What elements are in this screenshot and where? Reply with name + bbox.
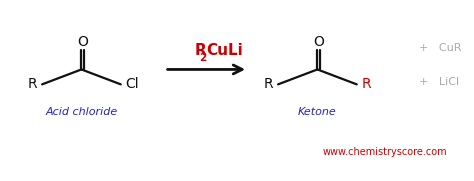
Text: Ketone: Ketone bbox=[298, 107, 337, 117]
Text: R: R bbox=[195, 43, 206, 58]
Text: +   CuR: + CuR bbox=[419, 43, 462, 53]
Text: O: O bbox=[77, 35, 88, 49]
Text: R: R bbox=[28, 77, 37, 91]
Text: www.chemistryscore.com: www.chemistryscore.com bbox=[322, 147, 447, 157]
Text: Acid chloride: Acid chloride bbox=[46, 107, 118, 117]
Text: Cl: Cl bbox=[126, 77, 139, 91]
Text: CuLi: CuLi bbox=[206, 43, 243, 58]
Text: O: O bbox=[313, 35, 324, 49]
Text: 2: 2 bbox=[199, 53, 206, 63]
Text: R: R bbox=[361, 77, 371, 91]
Text: R: R bbox=[264, 77, 273, 91]
Text: +   LiCl: + LiCl bbox=[419, 77, 459, 87]
